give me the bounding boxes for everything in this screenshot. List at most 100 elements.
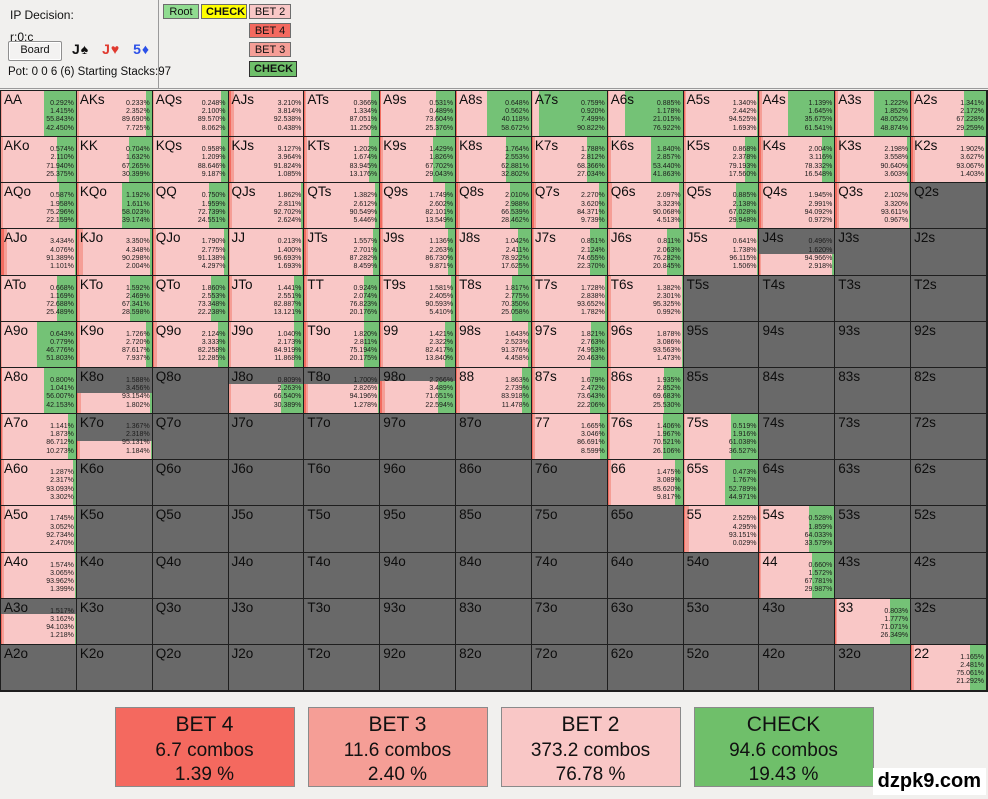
- grid-cell-J6o[interactable]: J6o: [228, 460, 305, 507]
- grid-cell-T7o[interactable]: T7o: [304, 414, 381, 461]
- grid-cell-A9o[interactable]: 0.643% 0.779% 46.776% 51.803% A9o: [1, 321, 77, 368]
- grid-cell-A4s[interactable]: 1.139% 1.645% 35.675% 61.541% A4s: [759, 91, 836, 138]
- grid-cell-A5o[interactable]: 1.745% 3.052% 92.734% 2.470% A5o: [1, 506, 77, 553]
- grid-cell-Q7s[interactable]: 2.270% 3.620% 84.371% 9.739% Q7s: [531, 183, 608, 230]
- grid-cell-K4s[interactable]: 2.004% 3.116% 78.332% 16.548% K4s: [759, 137, 836, 184]
- grid-cell-98s[interactable]: 1.643% 2.523% 91.376% 4.458% 98s: [456, 321, 532, 368]
- grid-cell-K4o[interactable]: K4o: [76, 552, 153, 599]
- grid-cell-J4o[interactable]: J4o: [228, 552, 305, 599]
- grid-cell-Q3o[interactable]: Q3o: [152, 598, 229, 645]
- grid-cell-J6s[interactable]: 0.811% 2.063% 76.282% 20.845% J6s: [607, 229, 684, 276]
- grid-cell-K2o[interactable]: K2o: [76, 644, 153, 691]
- grid-cell-62o[interactable]: 62o: [607, 644, 684, 691]
- grid-cell-33[interactable]: 0.803% 1.777% 71.071% 26.349% 33: [835, 598, 912, 645]
- grid-cell-T8o[interactable]: 1.700% 2.826% 94.196% 1.278% T8o: [304, 367, 381, 415]
- grid-cell-Q2s[interactable]: Q2s: [911, 183, 987, 230]
- grid-cell-54o[interactable]: 54o: [683, 552, 760, 599]
- grid-cell-64o[interactable]: 64o: [607, 552, 684, 599]
- grid-cell-KQo[interactable]: 1.192% 1.611% 58.023% 39.174% KQo: [76, 183, 153, 230]
- grid-cell-AQo[interactable]: 0.587% 1.958% 75.296% 22.159% AQo: [1, 183, 77, 230]
- grid-cell-84s[interactable]: 84s: [759, 367, 836, 415]
- grid-cell-Q8o[interactable]: Q8o: [152, 367, 229, 415]
- grid-cell-52s[interactable]: 52s: [911, 506, 987, 553]
- grid-cell-A7o[interactable]: 1.141% 1.873% 86.712% 10.273% A7o: [1, 414, 77, 461]
- grid-cell-86s[interactable]: 1.935% 2.852% 69.683% 25.530% 86s: [607, 367, 684, 415]
- grid-cell-85o[interactable]: 85o: [456, 506, 532, 553]
- grid-cell-Q3s[interactable]: 2.102% 3.320% 93.611% 0.967% Q3s: [835, 183, 912, 230]
- grid-cell-Q6s[interactable]: 2.097% 3.323% 90.068% 4.513% Q6s: [607, 183, 684, 230]
- grid-cell-Q7o[interactable]: Q7o: [152, 414, 229, 461]
- grid-cell-T2s[interactable]: T2s: [911, 275, 987, 322]
- grid-cell-42s[interactable]: 42s: [911, 552, 987, 599]
- grid-cell-K6s[interactable]: 1.840% 2.857% 53.440% 41.863% K6s: [607, 137, 684, 184]
- grid-cell-KJs[interactable]: 3.127% 3.964% 91.824% 1.085% KJs: [228, 137, 305, 184]
- grid-cell-JTs[interactable]: 1.557% 2.701% 87.282% 8.459% JTs: [304, 229, 381, 276]
- grid-cell-KQs[interactable]: 0.958% 1.209% 88.646% 9.187% KQs: [152, 137, 229, 184]
- grid-cell-K6o[interactable]: K6o: [76, 460, 153, 507]
- tree-node-bet2[interactable]: BET 2: [249, 4, 291, 19]
- grid-cell-T5o[interactable]: T5o: [304, 506, 381, 553]
- grid-cell-65o[interactable]: 65o: [607, 506, 684, 553]
- grid-cell-77[interactable]: 1.665% 3.046% 86.691% 8.599% 77: [531, 414, 608, 461]
- grid-cell-93s[interactable]: 93s: [835, 321, 912, 368]
- grid-cell-54s[interactable]: 0.528% 1.859% 64.033% 33.579% 54s: [759, 506, 836, 553]
- grid-cell-KTo[interactable]: 1.592% 2.469% 67.341% 28.598% KTo: [76, 275, 153, 322]
- grid-cell-J2s[interactable]: J2s: [911, 229, 987, 276]
- grid-cell-75o[interactable]: 75o: [531, 506, 608, 553]
- tree-node-root[interactable]: Root: [163, 4, 199, 19]
- grid-cell-AQs[interactable]: 0.248% 2.100% 89.570% 8.062% AQs: [152, 91, 229, 138]
- grid-cell-Q4s[interactable]: 1.945% 2.991% 94.092% 0.972% Q4s: [759, 183, 836, 230]
- grid-cell-83o[interactable]: 83o: [456, 598, 532, 645]
- grid-cell-88[interactable]: 1.863% 2.739% 83.918% 11.478% 88: [456, 367, 532, 415]
- grid-cell-Q5s[interactable]: 0.885% 2.138% 67.028% 29.948% Q5s: [683, 183, 760, 230]
- grid-cell-Q6o[interactable]: Q6o: [152, 460, 229, 507]
- grid-cell-A6o[interactable]: 1.287% 2.317% 93.093% 3.302% A6o: [1, 460, 77, 507]
- grid-cell-32s[interactable]: 32s: [911, 598, 987, 645]
- grid-cell-JJ[interactable]: 0.213% 1.400% 96.693% 1.693% JJ: [228, 229, 305, 276]
- grid-cell-ATs[interactable]: 0.366% 1.334% 87.051% 11.250% ATs: [304, 91, 381, 138]
- grid-cell-66[interactable]: 1.475% 3.089% 85.620% 9.817% 66: [607, 460, 684, 507]
- grid-cell-63o[interactable]: 63o: [607, 598, 684, 645]
- grid-cell-95s[interactable]: 95s: [683, 321, 760, 368]
- grid-cell-72s[interactable]: 72s: [911, 414, 987, 461]
- grid-cell-65s[interactable]: 0.473% 1.767% 52.789% 44.971% 65s: [683, 460, 760, 507]
- grid-cell-AJo[interactable]: 3.434% 4.076% 91.389% 1.101% AJo: [1, 229, 77, 276]
- grid-cell-92s[interactable]: 92s: [911, 321, 987, 368]
- grid-cell-72o[interactable]: 72o: [531, 644, 608, 691]
- grid-cell-Q4o[interactable]: Q4o: [152, 552, 229, 599]
- grid-cell-95o[interactable]: 95o: [380, 506, 457, 553]
- grid-cell-97s[interactable]: 1.821% 2.763% 74.953% 20.463% 97s: [531, 321, 608, 368]
- grid-cell-J5o[interactable]: J5o: [228, 506, 305, 553]
- grid-cell-QQ[interactable]: 0.750% 1.959% 72.739% 24.551% QQ: [152, 183, 229, 230]
- grid-cell-K3o[interactable]: K3o: [76, 598, 153, 645]
- grid-cell-76o[interactable]: 76o: [531, 460, 608, 507]
- grid-cell-QJo[interactable]: 1.790% 2.775% 91.138% 4.297% QJo: [152, 229, 229, 276]
- grid-cell-QTo[interactable]: 1.860% 2.553% 73.348% 22.238% QTo: [152, 275, 229, 322]
- grid-cell-A2s[interactable]: 1.341% 2.172% 67.228% 29.259% A2s: [911, 91, 987, 138]
- grid-cell-K5o[interactable]: K5o: [76, 506, 153, 553]
- grid-cell-53o[interactable]: 53o: [683, 598, 760, 645]
- grid-cell-T3o[interactable]: T3o: [304, 598, 381, 645]
- grid-cell-83s[interactable]: 83s: [835, 367, 912, 415]
- grid-cell-A3o[interactable]: 1.517% 3.162% 94.103% 1.218% A3o: [1, 598, 77, 645]
- grid-cell-KJo[interactable]: 3.350% 4.348% 90.298% 2.004% KJo: [76, 229, 153, 276]
- grid-cell-JTo[interactable]: 1.441% 2.551% 82.887% 13.121% JTo: [228, 275, 305, 322]
- grid-cell-53s[interactable]: 53s: [835, 506, 912, 553]
- grid-cell-J9o[interactable]: 1.040% 2.173% 84.919% 11.868% J9o: [228, 321, 305, 368]
- grid-cell-J4s[interactable]: 0.496% 1.620% 94.966% 2.918% J4s: [759, 229, 836, 276]
- tree-node-check-selected[interactable]: CHECK: [249, 61, 297, 77]
- grid-cell-Q8s[interactable]: 2.010% 2.988% 66.539% 28.462% Q8s: [456, 183, 532, 230]
- grid-cell-T3s[interactable]: T3s: [835, 275, 912, 322]
- grid-cell-AA[interactable]: 0.292% 1.415% 55.843% 42.450% AA: [1, 91, 77, 138]
- grid-cell-J3s[interactable]: J3s: [835, 229, 912, 276]
- grid-cell-J3o[interactable]: J3o: [228, 598, 305, 645]
- grid-cell-J7o[interactable]: J7o: [228, 414, 305, 461]
- grid-cell-AJs[interactable]: 3.210% 3.814% 92.538% 0.438% AJs: [228, 91, 305, 138]
- grid-cell-92o[interactable]: 92o: [380, 644, 457, 691]
- grid-cell-K8s[interactable]: 1.764% 2.553% 62.881% 32.802% K8s: [456, 137, 532, 184]
- grid-cell-42o[interactable]: 42o: [759, 644, 836, 691]
- grid-cell-A8o[interactable]: 0.800% 1.041% 56.007% 42.153% A8o: [1, 367, 77, 415]
- grid-cell-K9o[interactable]: 1.726% 2.720% 87.617% 7.937% K9o: [76, 321, 153, 368]
- grid-cell-A9s[interactable]: 0.531% 0.489% 73.604% 25.376% A9s: [380, 91, 457, 138]
- grid-cell-43s[interactable]: 43s: [835, 552, 912, 599]
